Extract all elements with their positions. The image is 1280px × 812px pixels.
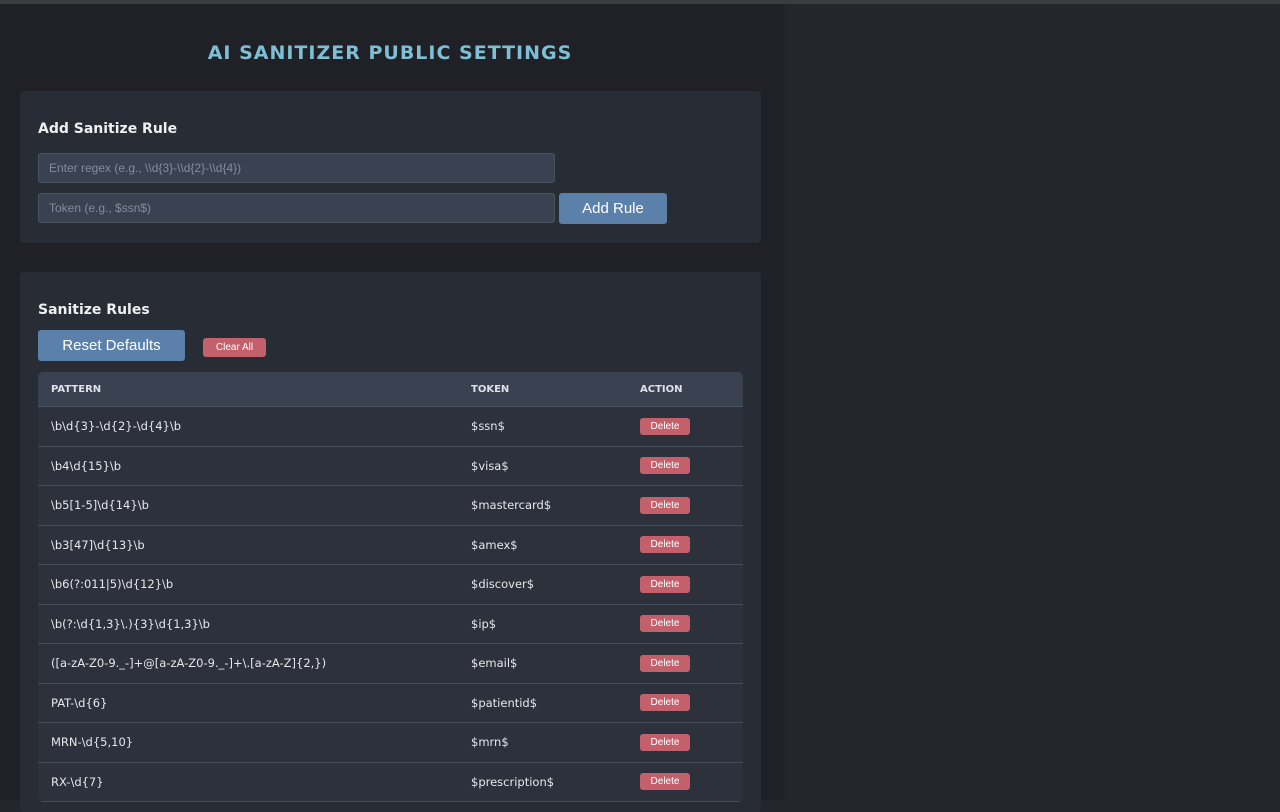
rule-pattern: \b4\d{15}\b bbox=[51, 458, 122, 473]
rule-token: $discover$ bbox=[471, 577, 535, 592]
table-row: \b\d{3}-\d{2}-\d{4}\b $ssn$ Delete bbox=[38, 407, 743, 447]
rule-pattern: \b\d{3}-\d{2}-\d{4}\b bbox=[51, 419, 182, 434]
table-row: \b6(?:011|5)\d{12}\b $discover$ Delete bbox=[38, 565, 743, 605]
rule-pattern: MRN-\d{5,10} bbox=[51, 735, 134, 750]
settings-panel: AI SANITIZER PUBLIC SETTINGS Add Sanitiz… bbox=[0, 4, 787, 812]
delete-button[interactable]: Delete bbox=[640, 536, 690, 554]
table-row: \b3[47]\d{13}\b $amex$ Delete bbox=[38, 525, 743, 565]
rule-token: $prescription$ bbox=[471, 774, 555, 789]
table-header: PATTERN TOKEN ACTION bbox=[38, 372, 743, 407]
table-row: ([a-zA-Z0-9._-]+@[a-zA-Z0-9._-]+\.[a-zA-… bbox=[38, 644, 743, 684]
rule-token: $mrn$ bbox=[471, 735, 509, 750]
delete-button[interactable]: Delete bbox=[640, 575, 690, 593]
token-input[interactable] bbox=[38, 193, 555, 223]
delete-button[interactable]: Delete bbox=[640, 694, 690, 712]
delete-button[interactable]: Delete bbox=[640, 457, 690, 475]
rules-card: Sanitize Rules Reset Defaults Clear All … bbox=[20, 272, 761, 812]
delete-button[interactable]: Delete bbox=[640, 496, 690, 514]
reset-defaults-button[interactable]: Reset Defaults bbox=[38, 330, 185, 361]
rule-token: $visa$ bbox=[471, 458, 509, 473]
rule-pattern: PAT-\d{6} bbox=[51, 695, 108, 710]
rule-pattern: RX-\d{7} bbox=[51, 774, 104, 789]
rules-table: PATTERN TOKEN ACTION \b\d{3}-\d{2}-\d{4}… bbox=[38, 372, 743, 802]
delete-button[interactable]: Delete bbox=[640, 417, 690, 435]
delete-button[interactable]: Delete bbox=[640, 773, 690, 791]
rule-pattern: \b(?:\d{1,3}\.){3}\d{1,3}\b bbox=[51, 616, 210, 631]
rule-pattern: \b5[1-5]\d{14}\b bbox=[51, 498, 149, 513]
table-row: PAT-\d{6} $patientid$ Delete bbox=[38, 683, 743, 723]
column-action: ACTION bbox=[640, 383, 683, 395]
rule-pattern: \b3[47]\d{13}\b bbox=[51, 537, 145, 552]
add-rule-card: Add Sanitize Rule Add Rule bbox=[20, 91, 761, 243]
column-token: TOKEN bbox=[471, 383, 510, 395]
rules-heading: Sanitize Rules bbox=[38, 302, 150, 318]
delete-button[interactable]: Delete bbox=[640, 654, 690, 672]
table-row: \b(?:\d{1,3}\.){3}\d{1,3}\b $ip$ Delete bbox=[38, 604, 743, 644]
add-rule-heading: Add Sanitize Rule bbox=[38, 121, 178, 137]
add-rule-button[interactable]: Add Rule bbox=[559, 193, 667, 224]
rule-token: $ip$ bbox=[471, 616, 497, 631]
table-row: RX-\d{7} $prescription$ Delete bbox=[38, 762, 743, 802]
window-top-bar bbox=[0, 0, 1280, 4]
rule-token: $email$ bbox=[471, 656, 518, 671]
rule-pattern: \b6(?:011|5)\d{12}\b bbox=[51, 577, 174, 592]
delete-button[interactable]: Delete bbox=[640, 615, 690, 633]
regex-input[interactable] bbox=[38, 153, 555, 183]
rule-token: $patientid$ bbox=[471, 695, 538, 710]
rule-token: $mastercard$ bbox=[471, 498, 552, 513]
delete-button[interactable]: Delete bbox=[640, 733, 690, 751]
clear-all-button[interactable]: Clear All bbox=[203, 338, 266, 357]
rule-pattern: ([a-zA-Z0-9._-]+@[a-zA-Z0-9._-]+\.[a-zA-… bbox=[51, 656, 327, 671]
rule-token: $ssn$ bbox=[471, 419, 505, 434]
table-row: MRN-\d{5,10} $mrn$ Delete bbox=[38, 723, 743, 763]
rule-token: $amex$ bbox=[471, 537, 518, 552]
table-row: \b4\d{15}\b $visa$ Delete bbox=[38, 446, 743, 486]
page-title: AI SANITIZER PUBLIC SETTINGS bbox=[207, 42, 573, 64]
column-pattern: PATTERN bbox=[51, 383, 102, 395]
table-row: \b5[1-5]\d{14}\b $mastercard$ Delete bbox=[38, 486, 743, 526]
